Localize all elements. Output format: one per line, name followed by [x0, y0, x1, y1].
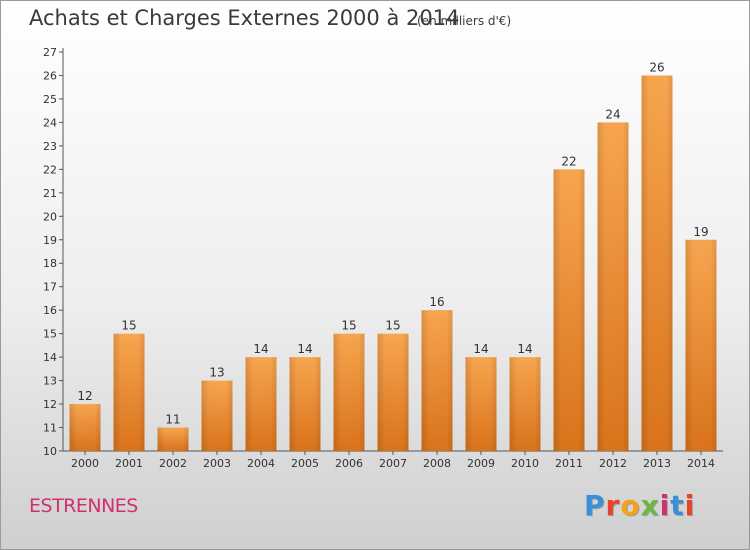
data-label: 26 — [649, 60, 664, 74]
bar-shading — [113, 333, 145, 451]
logo-letter: i — [684, 489, 696, 522]
data-label: 14 — [253, 342, 268, 356]
commune-name: ESTRENNES — [29, 495, 138, 517]
logo-letter: r — [605, 489, 621, 522]
logo-letter: x — [640, 489, 660, 522]
y-tick-label: 22 — [43, 163, 57, 176]
data-label: 24 — [605, 107, 620, 121]
y-tick-label: 23 — [43, 140, 57, 153]
bar-shading — [685, 239, 717, 451]
bar-shading — [69, 404, 101, 451]
bar-shading — [377, 333, 409, 451]
bar-shading — [245, 357, 277, 451]
logo-letter: t — [670, 489, 685, 522]
y-tick-label: 15 — [43, 328, 57, 341]
x-tick-label: 2012 — [599, 457, 627, 470]
bar-shading — [553, 169, 585, 451]
x-tick-label: 2006 — [335, 457, 363, 470]
x-tick-label: 2004 — [247, 457, 275, 470]
y-tick-label: 19 — [43, 234, 57, 247]
proxiti-logo: Proxiti — [584, 489, 695, 522]
bar-shading — [509, 357, 541, 451]
bar-shading — [641, 75, 673, 452]
y-tick-label: 20 — [43, 210, 57, 223]
y-tick-label: 16 — [43, 304, 57, 317]
x-tick-label: 2002 — [159, 457, 187, 470]
data-label: 11 — [165, 413, 180, 427]
chart-unit: (en milliers d'€) — [417, 14, 512, 28]
y-tick-label: 10 — [43, 445, 57, 458]
logo-letter: o — [620, 489, 641, 522]
data-label: 15 — [121, 319, 136, 333]
x-tick-label: 2005 — [291, 457, 319, 470]
data-label: 14 — [297, 342, 312, 356]
bar-shading — [465, 357, 497, 451]
x-tick-label: 2009 — [467, 457, 495, 470]
data-label: 15 — [385, 319, 400, 333]
y-tick-label: 13 — [43, 375, 57, 388]
x-tick-label: 2013 — [643, 457, 671, 470]
y-tick-label: 12 — [43, 398, 57, 411]
logo-letter: i — [659, 489, 671, 522]
bar-shading — [421, 310, 453, 451]
y-tick-label: 17 — [43, 281, 57, 294]
bar-shading — [157, 427, 189, 451]
data-label: 15 — [341, 319, 356, 333]
logo-letter: P — [584, 489, 606, 522]
y-tick-label: 14 — [43, 351, 57, 364]
y-tick-label: 25 — [43, 93, 57, 106]
x-tick-label: 2000 — [71, 457, 99, 470]
y-tick-label: 26 — [43, 69, 57, 82]
x-tick-label: 2001 — [115, 457, 143, 470]
x-tick-label: 2007 — [379, 457, 407, 470]
data-label: 13 — [209, 366, 224, 380]
bar-shading — [201, 380, 233, 451]
y-tick-label: 21 — [43, 187, 57, 200]
data-label: 19 — [693, 225, 708, 239]
data-label: 12 — [77, 389, 92, 403]
data-label: 14 — [473, 342, 488, 356]
data-label: 16 — [429, 295, 444, 309]
y-tick-label: 11 — [43, 422, 57, 435]
y-tick-label: 18 — [43, 257, 57, 270]
y-tick-label: 24 — [43, 116, 57, 129]
data-label: 14 — [517, 342, 532, 356]
bar-shading — [333, 333, 365, 451]
x-tick-label: 2011 — [555, 457, 583, 470]
bar-shading — [289, 357, 321, 451]
bar-shading — [597, 122, 629, 451]
x-tick-label: 2010 — [511, 457, 539, 470]
chart-title: Achats et Charges Externes 2000 à 2014 — [29, 6, 460, 30]
y-tick-label: 27 — [43, 46, 57, 59]
x-tick-label: 2003 — [203, 457, 231, 470]
x-tick-label: 2008 — [423, 457, 451, 470]
data-label: 22 — [561, 154, 576, 168]
x-tick-label: 2014 — [687, 457, 715, 470]
